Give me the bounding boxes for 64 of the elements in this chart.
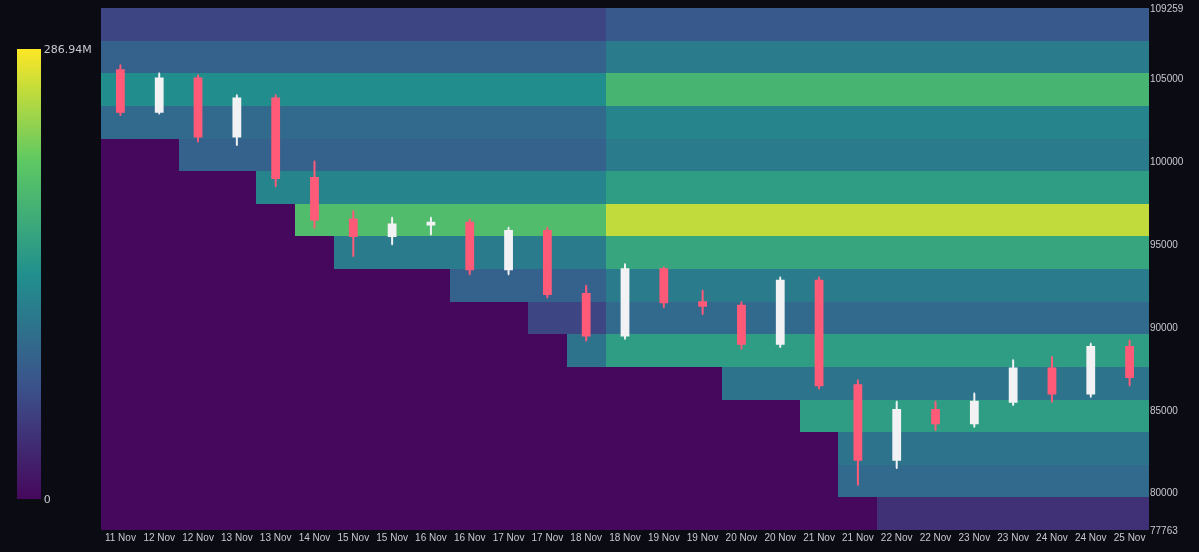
candlestick	[232, 94, 242, 146]
x-tick-label: 17 Nov	[492, 532, 525, 543]
candlestick	[310, 160, 319, 229]
candlestick	[1047, 356, 1057, 403]
candlestick	[154, 72, 164, 115]
candlestick	[969, 392, 979, 428]
candlestick	[116, 64, 125, 117]
x-tick-label: 18 Nov	[570, 532, 603, 543]
candlestick	[504, 226, 513, 276]
y-tick-label: 77763	[1150, 524, 1179, 536]
y-tick-label: 80000	[1150, 487, 1179, 499]
candlestick	[1125, 339, 1134, 387]
x-tick-label: 12 Nov	[182, 532, 214, 543]
x-tick-label: 24 Nov	[1036, 532, 1068, 543]
x-tick-label: 24 Nov	[1074, 532, 1107, 543]
x-tick-label: 19 Nov	[647, 532, 680, 543]
x-tick-label: 17 Nov	[531, 532, 564, 543]
x-tick-label: 20 Nov	[725, 532, 758, 543]
y-tick-label: 95000	[1150, 238, 1179, 250]
x-tick-label: 12 Nov	[143, 532, 176, 543]
x-tick-label: 19 Nov	[686, 532, 719, 543]
color-bar-label: 286.94M	[43, 43, 92, 57]
x-tick-label: 20 Nov	[764, 532, 797, 543]
candlestick	[853, 379, 863, 486]
x-tick-label: 13 Nov	[259, 532, 292, 543]
x-tick-label: 22 Nov	[919, 532, 952, 543]
candlestick	[775, 276, 785, 349]
x-tick-label: 18 Nov	[609, 532, 641, 543]
x-tick-label: 25 Nov	[1113, 532, 1146, 543]
y-tick-label: 90000	[1150, 321, 1179, 333]
x-tick-label: 22 Nov	[880, 532, 913, 543]
x-tick-label: 21 Nov	[803, 532, 835, 543]
candlestick	[348, 210, 358, 257]
candlestick	[620, 263, 630, 340]
x-tick-label: 14 Nov	[298, 532, 331, 543]
candlestick	[1008, 359, 1018, 407]
y-tick-label: 105000	[1150, 73, 1184, 85]
x-tick-label: 15 Nov	[376, 532, 408, 543]
x-tick-label: 16 Nov	[453, 532, 486, 543]
candlestick	[698, 289, 708, 315]
candlestick	[931, 400, 940, 431]
candlestick	[1086, 342, 1096, 398]
x-tick-label: 11 Nov	[104, 532, 136, 543]
candlestick	[387, 216, 397, 246]
y-tick-label: 85000	[1150, 404, 1179, 416]
x-tick-label: 13 Nov	[221, 532, 253, 543]
candlestick	[542, 226, 552, 299]
candlestick	[465, 218, 475, 276]
x-tick-label: 16 Nov	[415, 532, 447, 543]
x-tick-label: 23 Nov	[958, 532, 991, 543]
color-bar-label: 0	[43, 493, 51, 507]
candlestick	[193, 74, 203, 143]
candlestick	[737, 301, 746, 350]
y-tick-label: 100000	[1150, 155, 1184, 167]
x-tick-label: 21 Nov	[842, 532, 874, 543]
candlestick	[581, 284, 591, 342]
x-tick-label: 23 Nov	[997, 532, 1029, 543]
y-tick-label: 109259	[1150, 2, 1184, 14]
candlestick	[892, 400, 902, 470]
candlestick	[659, 266, 669, 309]
candlestick	[426, 216, 436, 236]
candlestick	[814, 276, 824, 390]
candlestick	[271, 94, 281, 188]
x-tick-label: 15 Nov	[337, 532, 370, 543]
